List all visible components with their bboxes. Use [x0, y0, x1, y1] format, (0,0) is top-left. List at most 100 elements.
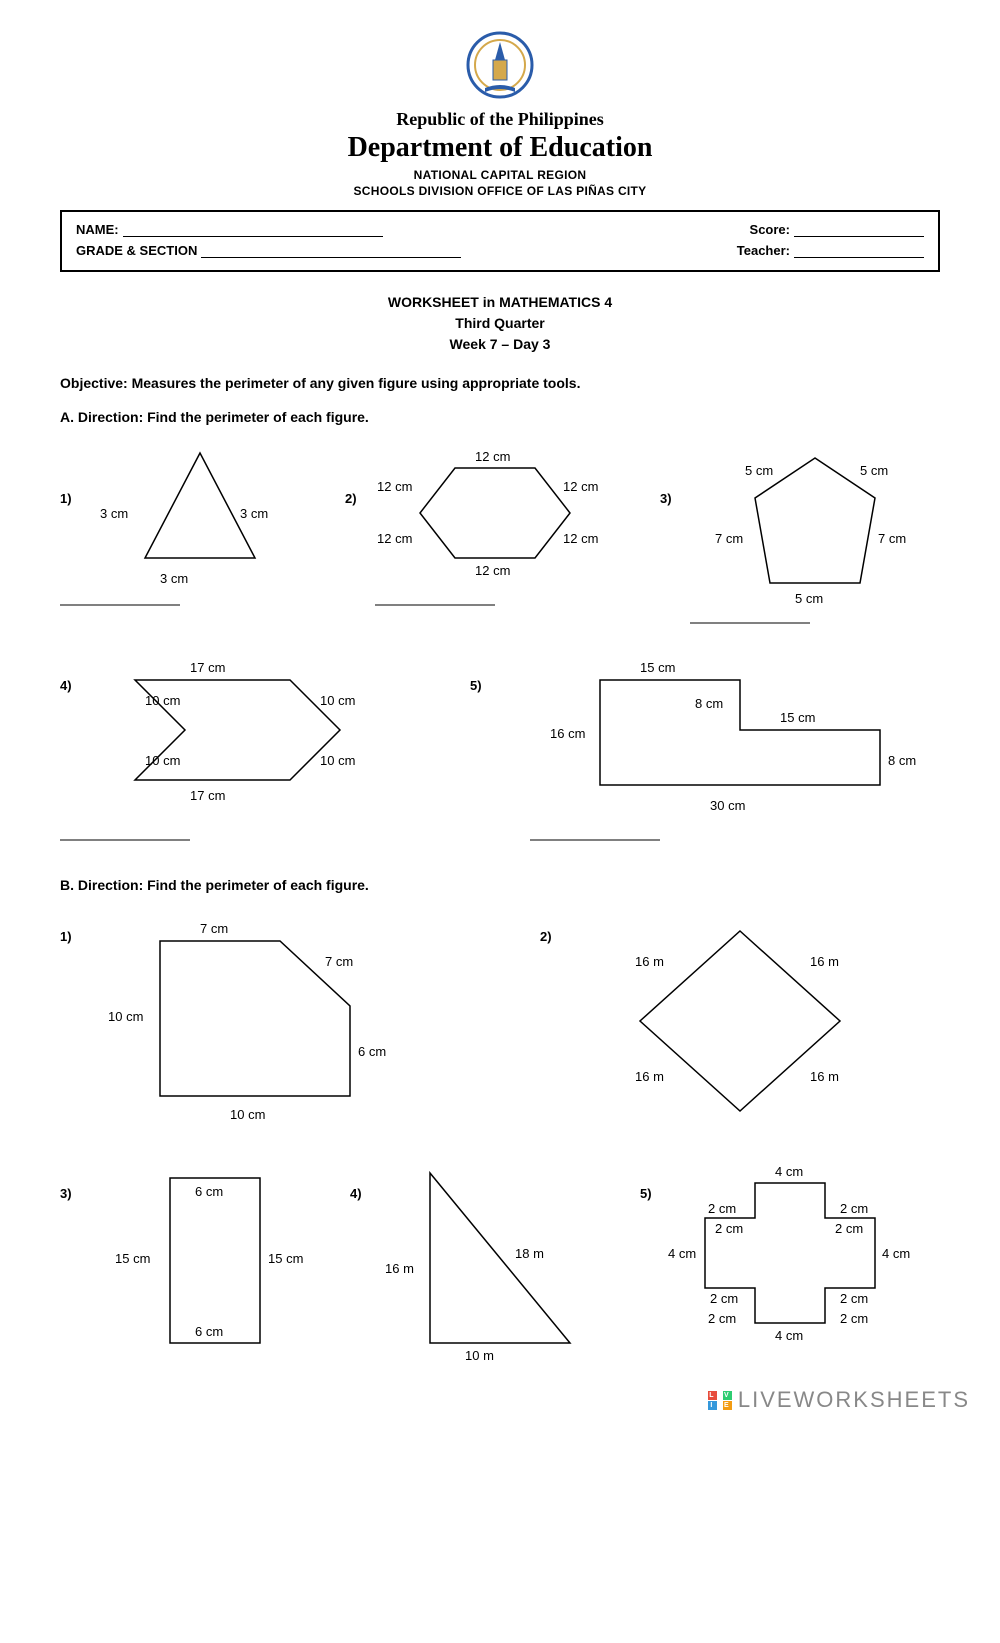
svg-text:12 cm: 12 cm	[475, 449, 510, 464]
grade-label: GRADE & SECTION	[76, 243, 197, 258]
objective: Objective: Measures the perimeter of any…	[60, 375, 940, 391]
svg-text:7 cm: 7 cm	[715, 531, 743, 546]
svg-text:12 cm: 12 cm	[563, 531, 598, 546]
svg-text:15 cm: 15 cm	[115, 1251, 150, 1266]
svg-text:7 cm: 7 cm	[325, 954, 353, 969]
svg-text:2 cm: 2 cm	[710, 1291, 738, 1306]
section-b-row1: 1) 7 cm 7 cm 6 cm 10 cm 10 cm 2) 16 m 16…	[60, 911, 940, 1144]
section-b-direction: B. Direction: Find the perimeter of each…	[60, 877, 940, 893]
svg-text:10 cm: 10 cm	[320, 753, 355, 768]
svg-text:2 cm: 2 cm	[835, 1221, 863, 1236]
svg-text:10 m: 10 m	[465, 1348, 494, 1363]
svg-text:5 cm: 5 cm	[795, 591, 823, 606]
svg-text:6 cm: 6 cm	[195, 1324, 223, 1339]
svg-text:8 cm: 8 cm	[695, 696, 723, 711]
score-field[interactable]	[794, 223, 924, 237]
svg-text:12 cm: 12 cm	[475, 563, 510, 578]
svg-text:12 cm: 12 cm	[377, 531, 412, 546]
svg-text:3): 3)	[60, 1186, 72, 1201]
ncr-line: NATIONAL CAPITAL REGION	[60, 168, 940, 182]
svg-text:12 cm: 12 cm	[377, 479, 412, 494]
republic-line: Republic of the Philippines	[60, 109, 940, 130]
svg-text:15 cm: 15 cm	[780, 710, 815, 725]
department-line: Department of Education	[60, 132, 940, 164]
svg-text:4 cm: 4 cm	[775, 1164, 803, 1179]
svg-text:1): 1)	[60, 491, 72, 506]
figure-b3-rectangle: 3) 6 cm 15 cm 6 cm 15 cm	[60, 1158, 340, 1368]
grade-field[interactable]	[201, 244, 461, 258]
svg-text:5 cm: 5 cm	[745, 463, 773, 478]
svg-text:10 cm: 10 cm	[145, 693, 180, 708]
svg-text:10 cm: 10 cm	[320, 693, 355, 708]
svg-text:3): 3)	[660, 491, 672, 506]
svg-text:7 cm: 7 cm	[878, 531, 906, 546]
svg-text:2): 2)	[345, 491, 357, 506]
name-label: NAME:	[76, 222, 119, 237]
figure-b1-pentagon: 1) 7 cm 7 cm 6 cm 10 cm 10 cm	[60, 911, 480, 1141]
figure-b5-cross: 5) 4 cm 2 cm 2 cm 2 cm 2 cm 4 cm 4 cm 2 …	[640, 1158, 940, 1368]
svg-text:3 cm: 3 cm	[240, 506, 268, 521]
svg-text:4): 4)	[350, 1186, 362, 1201]
document-header: Republic of the Philippines Department o…	[60, 109, 940, 198]
svg-text:2 cm: 2 cm	[840, 1311, 868, 1326]
figure-a1-triangle: 1) 3 cm 3 cm 3 cm	[60, 443, 320, 613]
section-b-row2: 3) 6 cm 15 cm 6 cm 15 cm 4) 16 m 18 m 10…	[60, 1158, 940, 1371]
svg-text:2 cm: 2 cm	[708, 1201, 736, 1216]
svg-text:16 m: 16 m	[635, 1069, 664, 1084]
svg-text:4 cm: 4 cm	[668, 1246, 696, 1261]
svg-text:16 m: 16 m	[810, 954, 839, 969]
svg-text:2 cm: 2 cm	[840, 1201, 868, 1216]
svg-text:30 cm: 30 cm	[710, 798, 745, 813]
svg-text:5): 5)	[470, 678, 482, 693]
watermark-text: LIVEWORKSHEETS	[738, 1387, 970, 1413]
svg-text:5): 5)	[640, 1186, 652, 1201]
svg-text:2 cm: 2 cm	[708, 1311, 736, 1326]
svg-text:6 cm: 6 cm	[358, 1044, 386, 1059]
student-info-box: NAME: Score: GRADE & SECTION Teacher:	[60, 210, 940, 272]
svg-text:8 cm: 8 cm	[888, 753, 916, 768]
figure-b2-diamond: 2) 16 m 16 m 16 m 16 m	[540, 911, 940, 1141]
svg-text:4 cm: 4 cm	[882, 1246, 910, 1261]
svg-text:2 cm: 2 cm	[840, 1291, 868, 1306]
svg-text:18 m: 18 m	[515, 1246, 544, 1261]
figure-a3-pentagon: 3) 5 cm 5 cm 7 cm 5 cm 7 cm	[660, 443, 940, 633]
svg-text:15 cm: 15 cm	[640, 660, 675, 675]
svg-text:16 cm: 16 cm	[550, 726, 585, 741]
score-label: Score:	[750, 222, 790, 237]
svg-text:7 cm: 7 cm	[200, 921, 228, 936]
division-line: SCHOOLS DIVISION OFFICE OF LAS PIÑAS CIT…	[60, 184, 940, 198]
svg-text:6 cm: 6 cm	[195, 1184, 223, 1199]
title-line2: Third Quarter	[60, 313, 940, 334]
svg-text:5 cm: 5 cm	[860, 463, 888, 478]
svg-text:16 m: 16 m	[635, 954, 664, 969]
worksheet-title: WORKSHEET in MATHEMATICS 4 Third Quarter…	[60, 292, 940, 355]
svg-text:17 cm: 17 cm	[190, 660, 225, 675]
svg-text:12 cm: 12 cm	[563, 479, 598, 494]
svg-text:10 cm: 10 cm	[230, 1107, 265, 1122]
svg-text:4): 4)	[60, 678, 72, 693]
watermark-icon: VE	[723, 1391, 732, 1410]
liveworksheets-watermark: LI VE LIVEWORKSHEETS	[708, 1387, 970, 1413]
svg-text:3 cm: 3 cm	[100, 506, 128, 521]
section-a-row1: 1) 3 cm 3 cm 3 cm 2) 12 cm 12 cm 12 cm 1…	[60, 443, 940, 636]
title-line3: Week 7 – Day 3	[60, 334, 940, 355]
svg-text:2): 2)	[540, 929, 552, 944]
svg-text:17 cm: 17 cm	[190, 788, 225, 803]
svg-text:10 cm: 10 cm	[145, 753, 180, 768]
svg-text:3 cm: 3 cm	[160, 571, 188, 586]
name-field[interactable]	[123, 223, 383, 237]
teacher-field[interactable]	[794, 244, 924, 258]
svg-text:16 m: 16 m	[385, 1261, 414, 1276]
title-line1: WORKSHEET in MATHEMATICS 4	[60, 292, 940, 313]
figure-a2-hexagon: 2) 12 cm 12 cm 12 cm 12 cm 12 cm 12 cm	[345, 443, 635, 613]
svg-text:15 cm: 15 cm	[268, 1251, 303, 1266]
svg-text:1): 1)	[60, 929, 72, 944]
svg-text:4 cm: 4 cm	[775, 1328, 803, 1343]
section-a-direction: A. Direction: Find the perimeter of each…	[60, 409, 940, 425]
figure-a5-lshape: 5) 15 cm 8 cm 15 cm 8 cm 30 cm 16 cm	[470, 650, 940, 850]
svg-text:10 cm: 10 cm	[108, 1009, 143, 1024]
watermark-icon: LI	[708, 1391, 717, 1410]
svg-text:2 cm: 2 cm	[715, 1221, 743, 1236]
figure-b4-triangle: 4) 16 m 18 m 10 m	[350, 1158, 630, 1368]
figure-a4-arrow: 4) 17 cm 10 cm 10 cm 17 cm 10 cm 10 cm	[60, 650, 460, 850]
